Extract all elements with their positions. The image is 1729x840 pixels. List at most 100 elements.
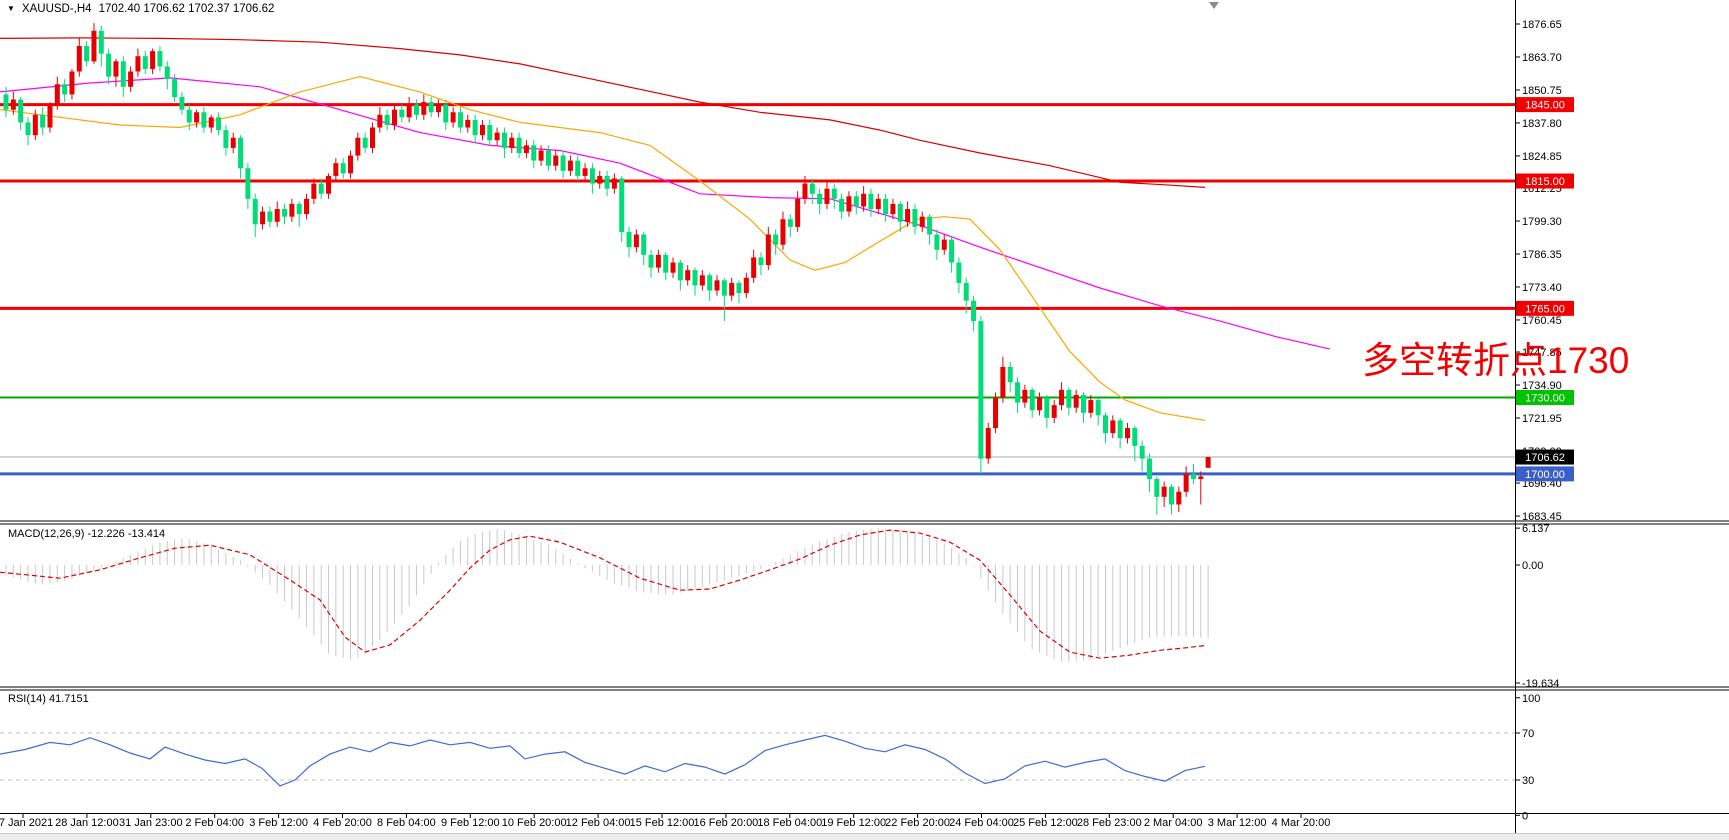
candle-body xyxy=(978,321,984,459)
ohlc-readout: 1702.40 1706.62 1702.37 1706.62 xyxy=(98,3,275,15)
candle-body xyxy=(494,132,500,141)
candle-body xyxy=(1000,366,1006,398)
candle-body xyxy=(150,51,156,69)
candle-body xyxy=(670,262,676,273)
annotation-text[interactable]: 多空转折点1730 xyxy=(1362,340,1630,381)
candle-body xyxy=(472,119,478,136)
candle-body xyxy=(1081,394,1087,413)
candle-body xyxy=(1161,486,1167,497)
candle-body xyxy=(707,275,713,291)
price-badge-label: 1815.00 xyxy=(1525,176,1565,188)
candle-body xyxy=(956,262,962,283)
candle-body xyxy=(575,160,581,176)
candle-body xyxy=(304,198,310,215)
candle-body xyxy=(1044,397,1050,418)
candle-body xyxy=(516,137,522,154)
candle-body xyxy=(282,209,288,217)
time-label: 2 Mar 04:00 xyxy=(1144,817,1203,829)
candle-body xyxy=(106,53,112,77)
rsi-tick-label: 0 xyxy=(1522,810,1528,822)
candle-body xyxy=(582,168,588,176)
candle-body xyxy=(883,198,889,215)
candle-body xyxy=(890,203,896,215)
time-label: 2 Feb 04:00 xyxy=(185,817,244,829)
candle-body xyxy=(201,112,207,128)
rsi-tick-label: 70 xyxy=(1522,728,1534,740)
price-tick-label: 1786.35 xyxy=(1522,249,1562,261)
candle-body xyxy=(40,114,46,128)
candle-body xyxy=(326,175,332,194)
macd-tick-label: 6.137 xyxy=(1522,523,1550,535)
candle-body xyxy=(949,239,955,263)
candle-body xyxy=(531,145,537,161)
time-label: 8 Feb 04:00 xyxy=(377,817,436,829)
price-badge-label: 1706.62 xyxy=(1525,452,1565,464)
candle-body xyxy=(941,239,947,250)
candle-body xyxy=(1190,473,1196,480)
candle-body xyxy=(377,114,383,128)
candle-body xyxy=(216,117,222,131)
candle-body xyxy=(751,257,757,278)
candle-body xyxy=(62,84,68,95)
candle-body xyxy=(934,234,940,250)
candle-body xyxy=(355,137,361,156)
candle-body xyxy=(545,150,551,166)
candle-body xyxy=(560,155,566,171)
horizontal-scrollbar[interactable] xyxy=(0,834,1729,840)
candle-body xyxy=(875,198,881,210)
symbol-timeframe: XAUUSD-,H4 xyxy=(21,3,92,15)
candle-body xyxy=(963,282,969,301)
candle-body xyxy=(868,193,874,210)
candle-body xyxy=(1146,458,1152,480)
candle-body xyxy=(428,102,434,113)
rsi-tick-label: 100 xyxy=(1522,693,1540,705)
time-label: 19 Feb 12:00 xyxy=(821,817,886,829)
candle-body xyxy=(333,163,339,176)
macd-signal-line xyxy=(0,529,1206,659)
candle-body xyxy=(391,109,397,125)
candle-body xyxy=(1073,394,1079,408)
candle-body xyxy=(1198,476,1204,480)
candle-body xyxy=(260,211,266,225)
candle-body xyxy=(18,99,24,123)
time-label: 3 Mar 12:00 xyxy=(1208,817,1267,829)
candle-body xyxy=(861,193,867,207)
candle-body xyxy=(479,124,485,136)
price-tick-label: 1773.40 xyxy=(1522,282,1562,294)
candle-body xyxy=(897,203,903,222)
candle-body xyxy=(641,234,647,255)
price-tick-label: 1837.80 xyxy=(1522,118,1562,130)
macd-tick-label: -19.634 xyxy=(1522,678,1559,690)
candle-body xyxy=(1139,445,1145,459)
candle-body xyxy=(802,183,808,199)
candle-body xyxy=(194,112,200,123)
price-tick-label: 1799.30 xyxy=(1522,216,1562,228)
price-tick-label: 1760.45 xyxy=(1522,315,1562,327)
price-tick-label: 1683.45 xyxy=(1522,511,1562,523)
candle-body xyxy=(699,275,705,286)
time-label: 18 Feb 04:00 xyxy=(757,817,822,829)
candle-body xyxy=(1029,389,1035,411)
macd-tick-label: 0.00 xyxy=(1522,560,1543,572)
candle-body xyxy=(1022,389,1028,403)
candle-body xyxy=(223,130,229,148)
candle-body xyxy=(685,270,691,281)
candle-body xyxy=(831,188,837,199)
candle-body xyxy=(362,137,368,148)
symbol-dropdown-icon[interactable]: ▼ xyxy=(7,4,15,13)
candle-body xyxy=(186,109,192,123)
candle-body xyxy=(780,219,786,245)
candle-body xyxy=(267,211,273,222)
candle-body xyxy=(406,104,412,118)
candle-body xyxy=(1037,397,1043,411)
price-badge xyxy=(1516,466,1574,482)
price-tick-label: 1747.85 xyxy=(1522,347,1562,359)
time-label: 12 Feb 04:00 xyxy=(566,817,631,829)
candle-body xyxy=(348,155,354,174)
candle-body xyxy=(1015,382,1021,403)
candle-body xyxy=(289,203,295,217)
time-label: 9 Feb 12:00 xyxy=(441,817,500,829)
candle-body xyxy=(120,61,126,87)
candle-body xyxy=(128,71,134,87)
